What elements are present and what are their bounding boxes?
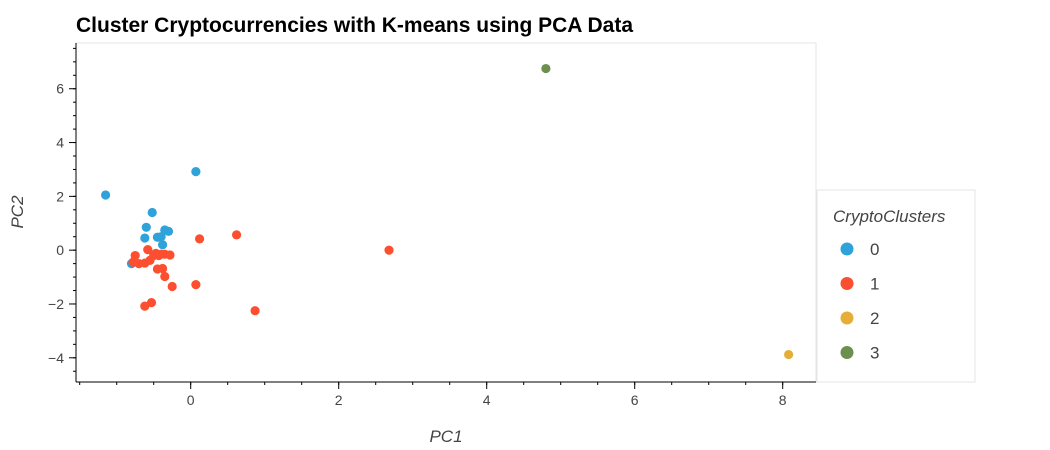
legend-label: 1 bbox=[870, 275, 879, 294]
y-tick-label: 4 bbox=[56, 135, 64, 151]
y-tick-label: −2 bbox=[48, 296, 64, 312]
data-point-cluster-1 bbox=[250, 306, 260, 316]
data-point-cluster-0 bbox=[141, 222, 151, 232]
x-tick-label: 0 bbox=[187, 392, 195, 408]
legend-title: CryptoClusters bbox=[833, 207, 946, 226]
data-point-cluster-1 bbox=[194, 234, 205, 244]
data-point-cluster-0 bbox=[156, 232, 166, 242]
data-point-cluster-1 bbox=[165, 250, 175, 260]
data-point-cluster-1 bbox=[140, 301, 150, 311]
x-tick-label: 2 bbox=[335, 392, 343, 408]
legend-marker bbox=[840, 277, 854, 290]
legend-marker bbox=[840, 242, 854, 256]
data-point-cluster-0 bbox=[140, 233, 150, 243]
y-axis-label: PC2 bbox=[8, 195, 27, 229]
legend-label: 2 bbox=[870, 309, 879, 328]
data-point-cluster-0 bbox=[157, 240, 168, 250]
y-tick-label: 0 bbox=[56, 242, 64, 258]
legend-label: 3 bbox=[870, 344, 879, 363]
axes: 0 2 4 6 8 −4 −2 0 2 4 6 bbox=[48, 43, 816, 408]
chart-title: Cluster Cryptocurrencies with K-means us… bbox=[76, 14, 633, 37]
legend-label: 0 bbox=[870, 240, 879, 259]
legend: CryptoClusters 0 1 2 3 bbox=[816, 189, 976, 383]
y-tick-label: 2 bbox=[56, 188, 64, 204]
data-point-cluster-1 bbox=[191, 280, 201, 290]
legend-marker bbox=[840, 346, 854, 359]
x-tick-label: 4 bbox=[483, 392, 491, 408]
y-tick-label: 6 bbox=[56, 81, 64, 97]
data-point-cluster-0 bbox=[163, 226, 174, 236]
data-point-cluster-0 bbox=[101, 190, 111, 200]
data-point-cluster-3 bbox=[541, 63, 551, 74]
data-point-cluster-1 bbox=[160, 271, 170, 282]
data-points bbox=[101, 63, 794, 360]
y-tick-label: −4 bbox=[48, 350, 64, 366]
x-tick-label: 6 bbox=[631, 392, 639, 408]
plot-frame bbox=[75, 42, 817, 383]
data-point-cluster-0 bbox=[147, 207, 157, 218]
data-point-cluster-1 bbox=[384, 245, 394, 255]
legend-marker bbox=[840, 311, 854, 325]
data-point-cluster-2 bbox=[784, 349, 794, 360]
data-point-cluster-0 bbox=[191, 167, 201, 177]
legend-items: 0 1 2 3 bbox=[840, 240, 879, 363]
x-tick-label: 8 bbox=[779, 392, 787, 408]
data-point-cluster-1 bbox=[143, 245, 153, 255]
x-axis-label: PC1 bbox=[429, 427, 462, 446]
data-point-cluster-1 bbox=[231, 230, 242, 240]
data-point-cluster-1 bbox=[157, 263, 168, 274]
data-point-cluster-1 bbox=[167, 281, 177, 292]
